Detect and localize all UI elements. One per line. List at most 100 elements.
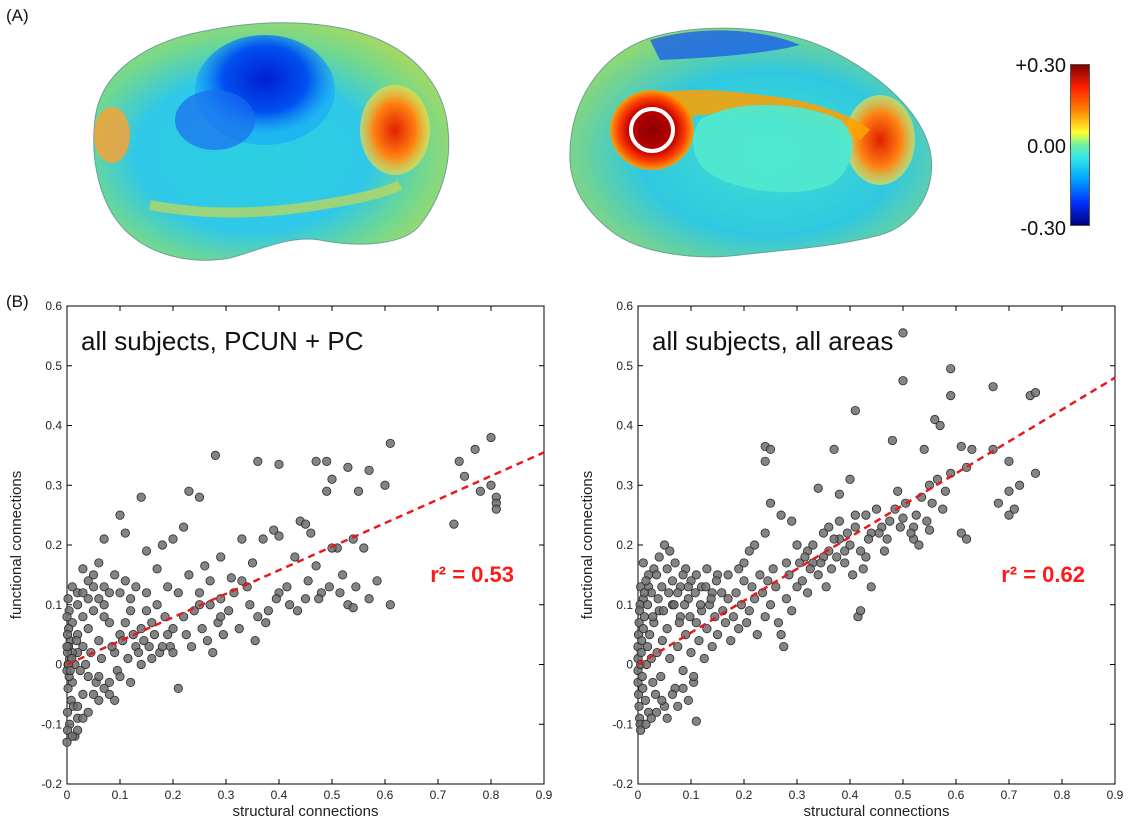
data-point [752, 630, 762, 640]
data-point [678, 665, 688, 676]
data-point [731, 588, 741, 598]
data-point [871, 504, 882, 514]
data-point [78, 641, 88, 652]
data-point [898, 376, 908, 386]
data-point [73, 701, 83, 711]
data-point [805, 564, 815, 574]
data-point [1030, 388, 1041, 398]
data-point [62, 725, 73, 735]
data-point [690, 588, 700, 598]
data-point [152, 600, 162, 610]
data-point [638, 683, 648, 694]
data-point [686, 647, 696, 658]
data-point [717, 588, 727, 598]
data-point [454, 456, 464, 466]
data-point [385, 600, 395, 610]
data-point [94, 558, 104, 568]
data-point [1014, 480, 1025, 490]
data-point [110, 695, 120, 705]
medial-brain [569, 27, 932, 258]
data-point [94, 594, 104, 604]
data-point [914, 540, 924, 550]
data-point [861, 510, 871, 520]
data-point [744, 546, 754, 556]
data-point [765, 600, 776, 610]
data-point [385, 438, 395, 449]
data-point [866, 582, 876, 592]
data-point [760, 612, 770, 622]
data-point [787, 606, 797, 616]
data-point [734, 624, 744, 634]
data-point [855, 546, 866, 556]
data-point [168, 624, 178, 634]
highlight-circle [629, 107, 675, 153]
data-point [83, 671, 93, 682]
data-point [956, 441, 966, 452]
data-point [120, 528, 130, 538]
x-tick-label: 0.2 [165, 788, 182, 802]
data-point [234, 624, 244, 634]
data-point [322, 486, 332, 496]
data-point [637, 635, 647, 646]
data-point [695, 600, 706, 610]
data-point [163, 582, 173, 592]
data-point [136, 659, 146, 670]
y-tick-label: 0.6 [45, 299, 62, 313]
x-tick-label: 0.9 [1107, 788, 1124, 802]
y-tick-label: 0.5 [45, 359, 62, 373]
data-point [940, 486, 951, 496]
data-point [372, 576, 382, 586]
plot-frame [637, 305, 1116, 785]
data-point [723, 594, 733, 604]
data-point [813, 483, 823, 493]
data-point [115, 510, 125, 520]
data-point [824, 522, 834, 532]
data-point [818, 528, 829, 538]
data-point [269, 525, 279, 535]
data-point [139, 635, 149, 646]
x-tick-label: 0.2 [736, 788, 753, 802]
y-tick-label: -0.1 [41, 717, 62, 731]
data-point [314, 594, 324, 604]
data-point [147, 653, 157, 664]
data-point [667, 576, 678, 586]
data-point [216, 552, 226, 562]
data-point [765, 444, 776, 454]
data-point [776, 510, 786, 520]
data-point [147, 618, 157, 628]
data-point [734, 564, 744, 574]
x-tick-label: 0.7 [1001, 788, 1018, 802]
data-point [290, 552, 300, 562]
data-point [691, 618, 701, 628]
data-point [707, 641, 717, 652]
data-point [850, 405, 860, 416]
data-point [73, 725, 83, 735]
data-point [62, 630, 73, 640]
data-point [63, 683, 73, 694]
panel-label-a: (A) [6, 6, 29, 25]
data-point [674, 618, 684, 628]
data-point [237, 534, 247, 544]
data-point [906, 528, 916, 538]
data-point [94, 635, 104, 646]
data-point [787, 516, 797, 526]
data-point [639, 588, 649, 598]
data-point [656, 671, 666, 682]
data-point [67, 731, 77, 741]
data-point [197, 624, 207, 634]
data-point [711, 576, 722, 586]
data-point [306, 528, 316, 538]
data-point [300, 594, 311, 604]
data-point [88, 582, 99, 592]
data-point [657, 582, 667, 592]
data-point [946, 364, 956, 374]
y-tick-label: 0.1 [45, 598, 62, 612]
data-point [736, 600, 746, 610]
x-tick-label: 0 [64, 788, 71, 802]
data-point [152, 564, 162, 574]
data-point [651, 570, 662, 580]
data-point [1009, 504, 1019, 514]
data-point [826, 564, 837, 574]
colorbar [1070, 64, 1090, 226]
data-point [173, 588, 183, 598]
